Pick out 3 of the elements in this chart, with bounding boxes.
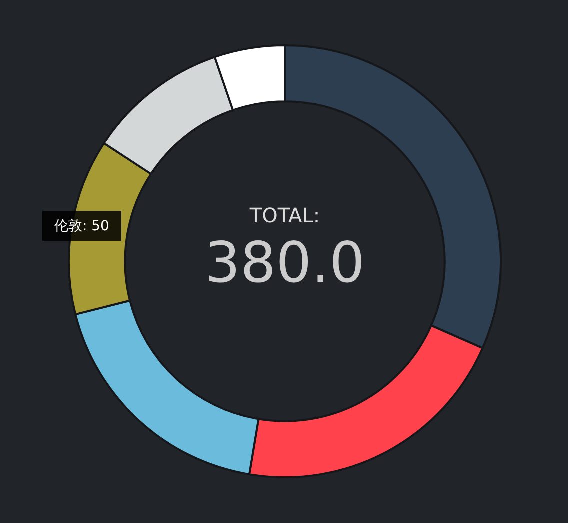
text: 380.0 (204, 231, 366, 296)
text: TOTAL: (248, 204, 320, 228)
slice-label: 伦敦: 50 (54, 218, 110, 235)
